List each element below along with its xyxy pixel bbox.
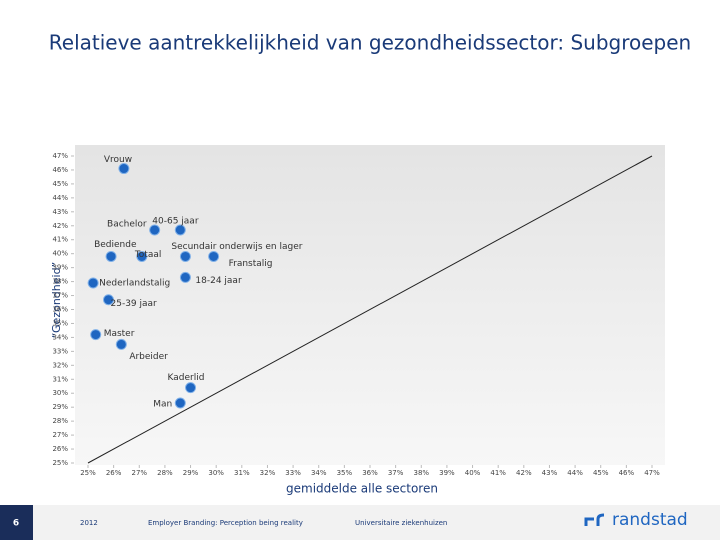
point: [149, 224, 161, 236]
x-tick-label: 41%: [490, 469, 506, 477]
x-tick-label: 42%: [516, 469, 532, 477]
x-tick-label: 27%: [131, 469, 147, 477]
logo-mark: [584, 513, 605, 526]
brand-logo: randstad: [584, 510, 688, 530]
x-tick-label: 35%: [337, 469, 353, 477]
page-box: [0, 505, 33, 540]
y-tick-label: 33%: [52, 347, 68, 355]
point-label: Bachelor: [107, 219, 147, 229]
x-tick-label: 46%: [619, 469, 635, 477]
point: [174, 224, 186, 236]
diagonal-reference: [87, 155, 653, 464]
point-label: Bediende: [94, 240, 137, 250]
x-tick-label: 30%: [208, 469, 224, 477]
point: [118, 163, 130, 175]
footer-band: [0, 505, 720, 540]
y-tick-label: 38%: [52, 278, 68, 286]
y-axis-label: “Gezondheid”: [50, 262, 63, 339]
point-label: 18-24 jaar: [195, 276, 242, 286]
footer-year: 2012: [80, 519, 98, 527]
x-tick-label: 34%: [311, 469, 327, 477]
point: [179, 250, 191, 262]
y-tick-label: 29%: [52, 403, 68, 411]
point: [105, 250, 117, 262]
y-tick-label: 26%: [52, 445, 68, 453]
y-tick-label: 46%: [52, 166, 68, 174]
x-tick-label: 28%: [157, 469, 173, 477]
point: [174, 397, 186, 409]
point: [185, 382, 197, 394]
y-tick-label: 31%: [52, 375, 68, 383]
x-tick-label: 29%: [183, 469, 199, 477]
x-tick-label: 36%: [362, 469, 378, 477]
y-tick-label: 43%: [52, 208, 68, 216]
x-tick-label: 33%: [285, 469, 301, 477]
y-tick-label: 41%: [52, 236, 68, 244]
y-tick-label: 28%: [52, 417, 68, 425]
plot-panel: [75, 145, 665, 465]
y-tick-label: 42%: [52, 222, 68, 230]
x-tick-label: 43%: [542, 469, 558, 477]
point-label: Franstalig: [229, 259, 273, 269]
point-label: Man: [153, 399, 172, 409]
x-tick-label: 25%: [80, 469, 96, 477]
x-tick-label: 26%: [106, 469, 122, 477]
x-tick-label: 44%: [567, 469, 583, 477]
y-tick-label: 34%: [52, 333, 68, 341]
x-tick-label: 31%: [234, 469, 250, 477]
page-number: 6: [13, 519, 19, 529]
x-tick-label: 37%: [388, 469, 404, 477]
x-tick-label: 47%: [644, 469, 660, 477]
point-label: Arbeider: [129, 352, 168, 362]
point-label: Totaal: [134, 250, 162, 260]
point: [115, 338, 127, 350]
point-label: Master: [104, 329, 135, 339]
x-tick-label: 38%: [413, 469, 429, 477]
y-tick-label: 37%: [52, 292, 68, 300]
point: [136, 250, 148, 262]
x-tick-label: 45%: [593, 469, 609, 477]
y-tick-label: 39%: [52, 264, 68, 272]
point-label: Vrouw: [104, 155, 132, 165]
x-tick-label: 32%: [260, 469, 276, 477]
point-label: Secundair onderwijs en lager: [171, 242, 302, 252]
point-label: 25-39 jaar: [111, 299, 158, 309]
y-tick-label: 25%: [52, 459, 68, 467]
point: [103, 294, 115, 306]
point: [87, 277, 99, 289]
y-tick-label: 40%: [52, 250, 68, 258]
x-tick-label: 39%: [439, 469, 455, 477]
y-tick-label: 27%: [52, 431, 68, 439]
y-tick-label: 36%: [52, 306, 68, 314]
point: [179, 271, 191, 283]
y-tick-label: 32%: [52, 361, 68, 369]
point: [90, 329, 102, 341]
y-tick-label: 47%: [52, 152, 68, 160]
x-axis-label: gemiddelde alle sectoren: [286, 482, 438, 496]
y-tick-label: 44%: [52, 194, 68, 202]
x-tick-label: 40%: [465, 469, 481, 477]
footer-sector: Universitaire ziekenhuizen: [355, 519, 447, 527]
chart-title: Relatieve aantrekkelijkheid van gezondhe…: [49, 31, 691, 55]
y-tick-label: 30%: [52, 389, 68, 397]
point-label: Nederlandstalig: [99, 278, 170, 288]
y-tick-label: 45%: [52, 180, 68, 188]
point-label: 40-65 jaar: [152, 216, 199, 226]
footer-campaign: Employer Branding: Perception being real…: [148, 519, 303, 527]
brand-name: randstad: [612, 510, 688, 530]
point: [208, 250, 220, 262]
point-label: Kaderlid: [168, 373, 205, 383]
y-tick-label: 35%: [52, 319, 68, 327]
